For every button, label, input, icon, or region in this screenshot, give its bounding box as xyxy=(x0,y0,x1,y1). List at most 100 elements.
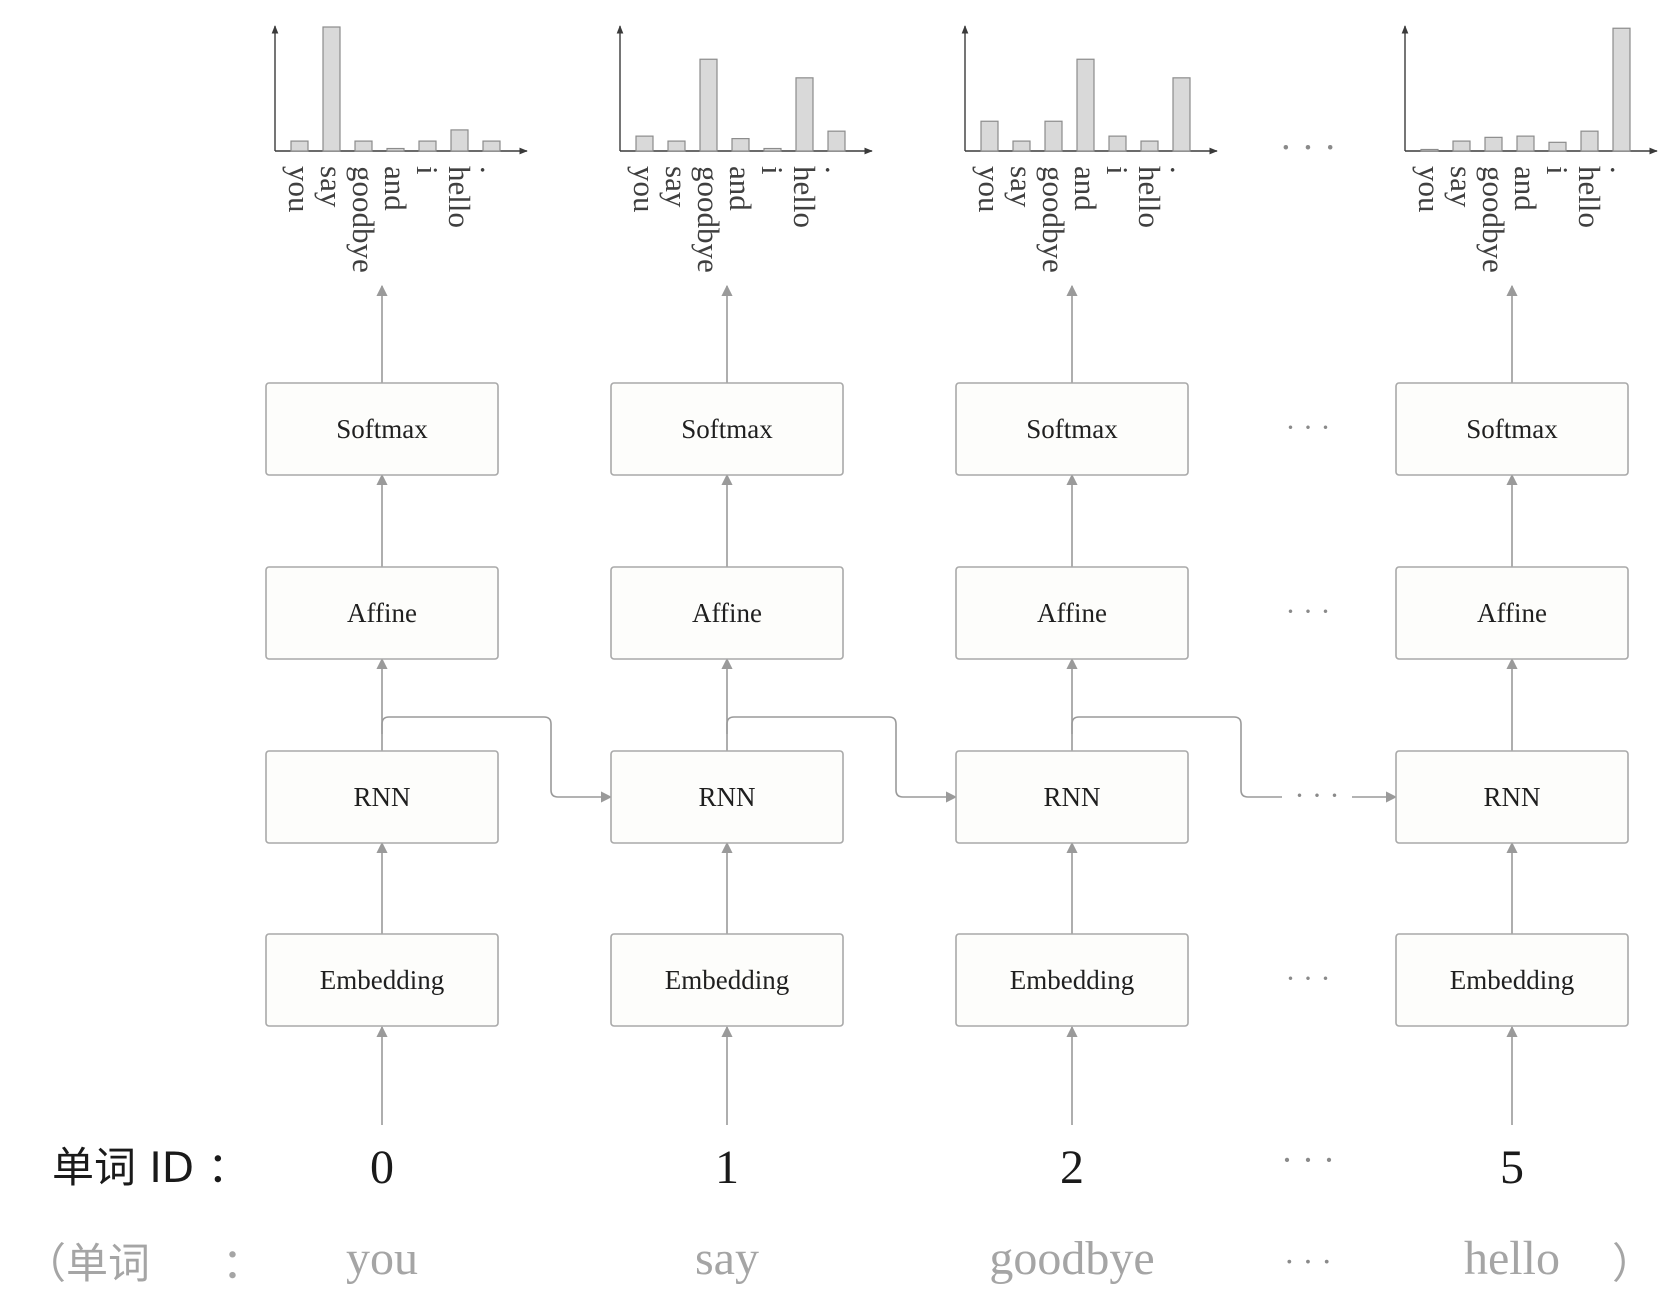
softmax-block[interactable]: Softmax xyxy=(955,382,1189,476)
embedding-label: Embedding xyxy=(1450,965,1574,995)
affine-box xyxy=(955,566,1189,660)
rnn-block[interactable]: RNN xyxy=(955,750,1189,844)
embedding-block[interactable]: Embedding xyxy=(1395,933,1629,1027)
vocab-label: say xyxy=(1444,166,1479,208)
probability-bar xyxy=(290,140,309,152)
softmax-label: Softmax xyxy=(1026,414,1118,444)
probability-bar xyxy=(1076,58,1095,152)
vocab-label: you xyxy=(1412,166,1447,213)
rnn-label: RNN xyxy=(1043,782,1100,812)
softmax-block[interactable]: Softmax xyxy=(610,382,844,476)
vocab-label: you xyxy=(972,166,1007,213)
word-id-value: 1 xyxy=(715,1141,739,1194)
probability-bar xyxy=(980,120,999,152)
affine-label: Affine xyxy=(1037,598,1107,628)
rnn-label: RNN xyxy=(1483,782,1540,812)
vocab-label: and xyxy=(378,166,413,211)
affine-label: Affine xyxy=(347,598,417,628)
word-id-value: 5 xyxy=(1500,1141,1524,1194)
softmax-block[interactable]: Softmax xyxy=(265,382,499,476)
ellipsis-word: · · · xyxy=(1284,1243,1332,1279)
affine-block[interactable]: Affine xyxy=(610,566,844,660)
rnn-block[interactable]: RNN xyxy=(610,750,844,844)
embedding-label: Embedding xyxy=(320,965,444,995)
vocab-label: goodbye xyxy=(346,166,381,273)
probability-bar xyxy=(667,140,686,152)
affine-box xyxy=(610,566,844,660)
embedding-block[interactable]: Embedding xyxy=(610,933,844,1027)
probability-bar xyxy=(386,147,405,152)
affine-block[interactable]: Affine xyxy=(265,566,499,660)
ellipsis-rnn: · · · xyxy=(1295,779,1340,812)
vocab-label: goodbye xyxy=(1036,166,1071,273)
vocab-label: i xyxy=(1100,166,1135,175)
input-word-value: hello xyxy=(1464,1232,1560,1285)
recurrent-connection-0-1 xyxy=(381,716,613,803)
ellipsis-word-id: · · · xyxy=(1281,1140,1335,1180)
probability-bar xyxy=(1548,141,1567,152)
probability-bar xyxy=(450,129,469,152)
probability-bar xyxy=(1012,140,1031,152)
embedding-block[interactable]: Embedding xyxy=(265,933,499,1027)
column-2: Softmax Affine RNN Embedding xyxy=(955,382,1189,1027)
input-words: 0 you 1 say 2 goodbye 5 hello xyxy=(346,1141,1560,1285)
vocab-label: and xyxy=(723,166,758,211)
softmax-label: Softmax xyxy=(336,414,428,444)
vocab-label: you xyxy=(282,166,317,213)
vocab-label: i xyxy=(410,166,445,175)
vocab-label: goodbye xyxy=(691,166,726,273)
probability-bar xyxy=(1484,136,1503,152)
column-3: Softmax Affine RNN Embedding xyxy=(1395,382,1629,1027)
rnn-label: RNN xyxy=(698,782,755,812)
vocab-label: i xyxy=(755,166,790,175)
probability-bar xyxy=(795,77,814,152)
vocab-label: goodbye xyxy=(1476,166,1511,273)
affine-label: Affine xyxy=(1477,598,1547,628)
probability-bar xyxy=(1452,140,1471,152)
softmax-label: Softmax xyxy=(681,414,773,444)
probability-bar xyxy=(763,147,782,152)
vocab-label: hello xyxy=(442,166,477,228)
softmax-box xyxy=(955,382,1189,476)
ellipsis-softmax: · · · xyxy=(1286,411,1331,444)
vocab-label: . xyxy=(1164,166,1199,174)
vocab-label: . xyxy=(474,166,509,174)
word-id-value: 0 xyxy=(370,1141,394,1194)
probability-bar xyxy=(1172,77,1191,152)
probability-bar xyxy=(699,58,718,152)
softmax-box xyxy=(1395,382,1629,476)
vocab-label: . xyxy=(1604,166,1639,174)
word-row-colon: ： xyxy=(222,1239,264,1288)
embedding-box xyxy=(265,933,499,1027)
rnn-block[interactable]: RNN xyxy=(1395,750,1629,844)
embedding-block[interactable]: Embedding xyxy=(955,933,1189,1027)
probability-bar xyxy=(731,138,750,152)
affine-block[interactable]: Affine xyxy=(955,566,1189,660)
rnn-block[interactable]: RNN xyxy=(265,750,499,844)
probability-bar xyxy=(418,140,437,152)
rnn-box xyxy=(265,750,499,844)
vocab-label: hello xyxy=(787,166,822,228)
probability-bar xyxy=(482,140,501,152)
softmax-box xyxy=(610,382,844,476)
probability-bar xyxy=(1516,135,1535,152)
softmax-block[interactable]: Softmax xyxy=(1395,382,1629,476)
vocab-label: hello xyxy=(1572,166,1607,228)
vocab-label: you xyxy=(627,166,662,213)
input-word-value: goodbye xyxy=(989,1232,1154,1285)
probability-bar xyxy=(1140,140,1159,152)
affine-block[interactable]: Affine xyxy=(1395,566,1629,660)
word-id-value: 2 xyxy=(1060,1141,1084,1194)
ellipsis-chart: · · · xyxy=(1280,127,1337,169)
embedding-box xyxy=(955,933,1189,1027)
recurrent-connection-1-2 xyxy=(726,716,958,803)
vocab-label: hello xyxy=(1132,166,1167,228)
embedding-box xyxy=(610,933,844,1027)
word-id-row-label: 单词 ID ： xyxy=(52,1143,249,1192)
column-1: Softmax Affine RNN Embedding xyxy=(610,382,844,1027)
column-0: Softmax Affine RNN Embedding xyxy=(265,382,499,1027)
